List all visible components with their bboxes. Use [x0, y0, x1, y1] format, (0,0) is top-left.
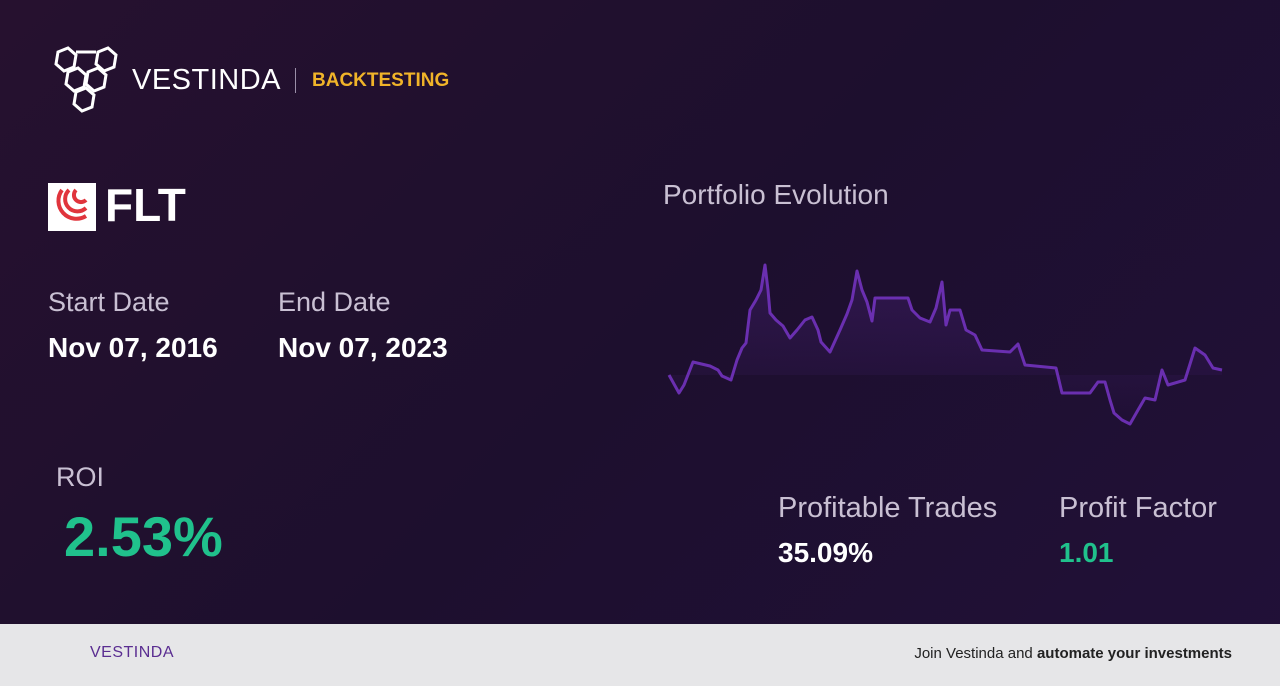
start-date-label: Start Date	[48, 287, 170, 317]
footer: VESTINDA Join Vestinda and automate your…	[0, 624, 1280, 686]
start-date: Nov 07, 2016	[48, 332, 218, 363]
roi-label: ROI	[56, 462, 105, 492]
cta-text: Join Vestinda and	[914, 645, 1037, 662]
ticker-icon	[48, 183, 96, 231]
chart-title: Portfolio Evolution	[663, 179, 889, 210]
profitable-trades-value: 35.09%	[778, 537, 873, 568]
profit-factor-label: Profit Factor	[1059, 492, 1217, 524]
logo	[54, 46, 118, 113]
profit-factor-value: 1.01	[1059, 537, 1114, 568]
roi-value: 2.53%	[64, 505, 223, 568]
portfolio-line	[667, 263, 1223, 426]
end-date-label: End Date	[278, 287, 391, 317]
footer-brand: VESTINDA	[90, 644, 175, 661]
footer-cta: Join Vestinda and automate your investme…	[914, 645, 1232, 662]
portfolio-chart	[667, 263, 1223, 426]
section-tag: BACKTESTING	[312, 70, 450, 91]
cta-emphasis: automate your investments	[1036, 645, 1232, 662]
separator	[295, 68, 296, 93]
profitable-trades-label: Profitable Trades	[778, 492, 998, 524]
brand-name: VESTINDA	[132, 64, 282, 96]
area-fill	[669, 265, 1222, 424]
ticker: FLT	[105, 179, 186, 231]
end-date: Nov 07, 2023	[278, 332, 448, 363]
